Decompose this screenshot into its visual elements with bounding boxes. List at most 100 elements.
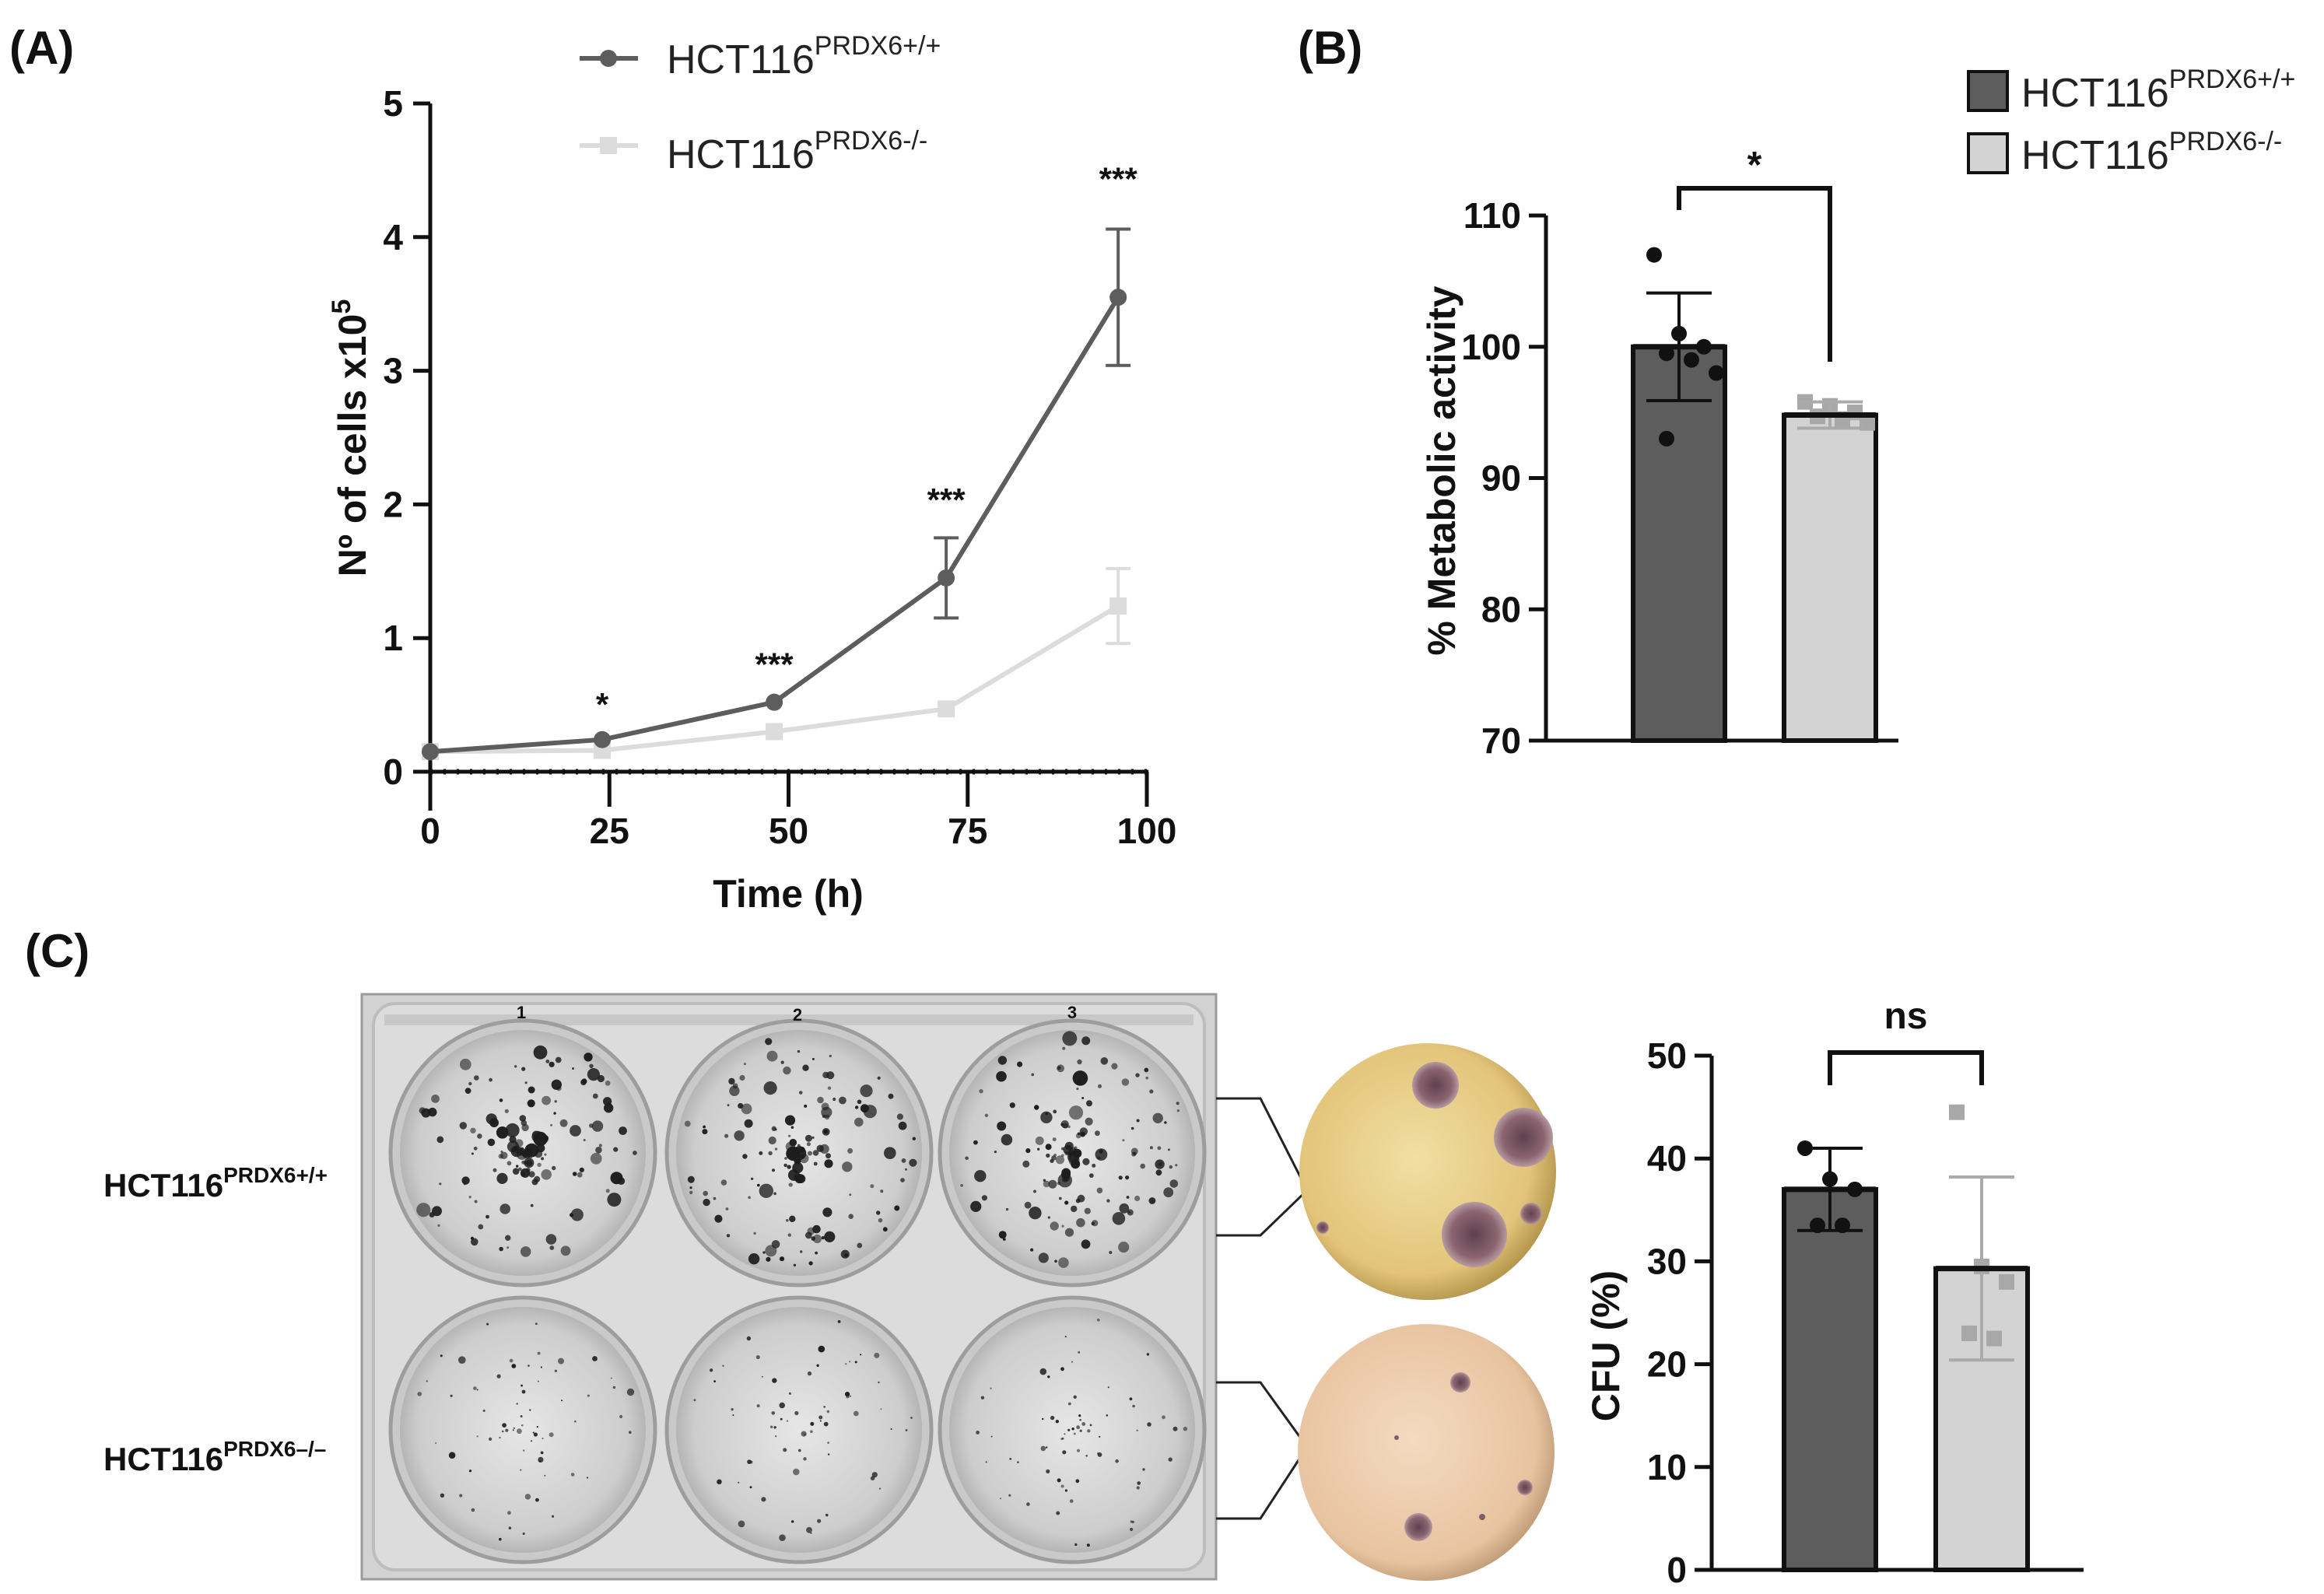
colony-dot — [556, 1085, 562, 1091]
colony-dot — [749, 1486, 752, 1489]
colony-dot — [827, 1453, 830, 1456]
colony-dot — [496, 1126, 509, 1139]
colony-dot — [1078, 1351, 1081, 1354]
colony-dot — [773, 1426, 776, 1429]
colony-dot — [810, 1430, 813, 1433]
colony-dot — [793, 1263, 797, 1267]
colony-dot — [844, 1253, 848, 1257]
colony-dot — [766, 1050, 778, 1062]
colony-dot — [871, 1472, 878, 1478]
colony-dot — [780, 1060, 784, 1064]
colony-dot — [800, 1250, 803, 1253]
colony-dot — [505, 1428, 509, 1432]
colony-dot — [1079, 1127, 1088, 1136]
legend-b-swatch-wt — [1967, 70, 2009, 112]
colony-dot — [1055, 1155, 1064, 1165]
colony-dot — [846, 1395, 850, 1399]
colony-dot — [734, 1130, 745, 1141]
colony-dot — [526, 1160, 533, 1167]
colony-dot — [870, 1184, 875, 1189]
colony-dot — [587, 1068, 601, 1081]
colony-dot — [738, 1102, 744, 1109]
colony-dot — [619, 1414, 623, 1419]
colony-dot — [1022, 1160, 1030, 1168]
colony-dot — [1097, 1452, 1099, 1455]
chart-a-y-tick-label: 2 — [383, 484, 403, 524]
colony-dot — [1030, 1248, 1034, 1252]
colony-dot — [965, 1156, 969, 1161]
colony-dot — [746, 1336, 752, 1341]
colony-dot — [1042, 1417, 1044, 1421]
colony-dot — [1039, 1368, 1047, 1375]
colony-dot — [1026, 1502, 1030, 1506]
colony-dot — [570, 1473, 575, 1477]
colony-dot — [787, 1165, 791, 1169]
micrograph-ko — [1298, 1324, 1555, 1581]
colony-dot — [530, 1203, 534, 1207]
colony-dot — [874, 1352, 880, 1358]
colony-dot — [597, 1074, 605, 1083]
chart-a-x-ticks: 0 25 50 75 100 — [420, 772, 1176, 851]
colony-dot — [1100, 1057, 1109, 1065]
colony-dot — [432, 1206, 442, 1217]
chart-b-y-tick-label: 100 — [1461, 327, 1521, 367]
chart-a-y-ticks: 0 1 2 3 4 5 — [383, 83, 430, 792]
colony-dot — [1045, 1144, 1052, 1151]
colony-dot — [1069, 1499, 1074, 1503]
colony-dot — [761, 1375, 763, 1378]
colony-dot — [768, 1136, 776, 1145]
colony-dot — [876, 1210, 881, 1215]
colony-dot — [486, 1322, 489, 1326]
colony-dot — [765, 1245, 777, 1257]
colony-dot — [1140, 1163, 1145, 1169]
well-number-2: 2 — [793, 1005, 802, 1025]
colony-dot — [612, 1386, 616, 1389]
colony-dot — [1095, 1148, 1108, 1161]
colony-dot — [1081, 1422, 1086, 1426]
colony-dot — [1082, 1158, 1090, 1165]
colony-dot — [797, 1049, 801, 1053]
colony-dot — [860, 1354, 862, 1356]
colony-dot — [1075, 1479, 1080, 1484]
colony-dot — [1076, 1449, 1081, 1452]
colony-dot — [570, 1208, 584, 1221]
colony-dot — [818, 1345, 825, 1353]
chart-b-bar-ko — [1782, 412, 1878, 743]
colony-dot — [1075, 1133, 1081, 1139]
colony-dot — [477, 1133, 482, 1139]
colony-dot — [1168, 1457, 1173, 1462]
colony-dot — [1031, 1073, 1035, 1077]
colony-dot — [808, 1151, 812, 1156]
colony-dot — [509, 1136, 517, 1144]
chart-a-y-tick-label: 5 — [383, 83, 403, 124]
chart-a-point-wt — [766, 693, 783, 711]
colony-dot — [1087, 1429, 1091, 1433]
chart-c-y-tick-label: 40 — [1647, 1138, 1687, 1179]
chart-b-y-axis-label: % Metabolic activity — [1420, 286, 1463, 655]
colony-dot — [817, 1519, 822, 1523]
colony-dot — [1025, 1148, 1031, 1154]
colony-dot — [762, 1251, 766, 1254]
colony-dot — [825, 1513, 829, 1517]
colony-dot — [786, 1219, 789, 1222]
colony-dot — [1043, 1179, 1046, 1182]
colony-dot — [1107, 1386, 1109, 1389]
colony-dot — [613, 1147, 619, 1152]
colony-dot — [689, 1190, 693, 1195]
legend-b-item-wt: HCT116PRDX6+/+ — [1967, 65, 2295, 116]
colony-dot — [822, 1128, 830, 1136]
colony-dot — [1095, 1130, 1100, 1137]
colony-dot — [1092, 1163, 1096, 1168]
colony-dot — [473, 1146, 478, 1151]
colony-dot — [520, 1415, 523, 1418]
colony-dot — [1146, 1353, 1150, 1356]
legend-b-item-ko: HCT116PRDX6-/- — [1967, 127, 2282, 178]
colony-dot — [1079, 1418, 1081, 1421]
colony-dot — [749, 1460, 753, 1464]
colony-dot — [1076, 1088, 1079, 1091]
colony-dot — [1149, 1146, 1153, 1150]
colony-dot — [784, 1115, 796, 1126]
panel-letter-b: (B) — [1298, 22, 1362, 74]
colony-dot — [561, 1400, 563, 1402]
